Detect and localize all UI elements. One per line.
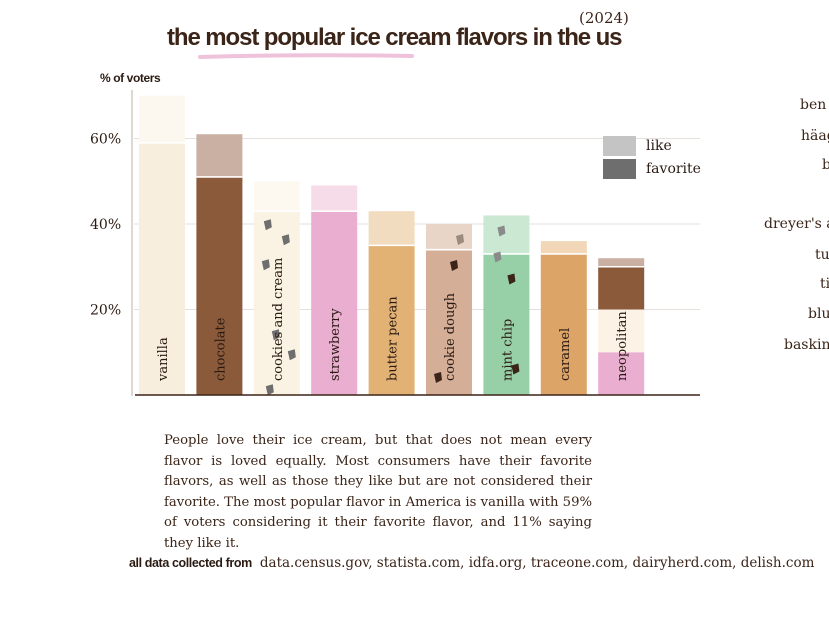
- category-label: cookie dough: [443, 292, 458, 381]
- bar-like: [139, 95, 185, 143]
- legend: like favorite: [603, 134, 701, 180]
- chart: vanilla chocolate cookies and cream strawbe…: [90, 53, 700, 396]
- brand-item: ti: [820, 276, 829, 292]
- y-tick-label: 20%: [90, 303, 121, 319]
- bar-favorite: [426, 249, 472, 395]
- category-label: neopolitan: [615, 311, 630, 381]
- bar-group: caramel: [540, 241, 587, 395]
- bar-favorite: [139, 142, 185, 395]
- chip-decoration: [263, 219, 272, 231]
- brand-item: häag: [801, 128, 829, 144]
- year-label: (2024): [579, 9, 629, 27]
- bar-like: [253, 181, 300, 212]
- chip-decoration: [287, 349, 296, 361]
- bar-favorite-layer: [598, 266, 645, 310]
- description-paragraph: People love their ice cream, but that do…: [164, 433, 592, 551]
- category-label: caramel: [558, 328, 573, 381]
- category-label: vanilla: [156, 337, 171, 382]
- bar-like: [426, 224, 472, 250]
- bar-like: [540, 241, 587, 254]
- y-tick-label: 60%: [90, 132, 121, 148]
- chip-decoration: [271, 329, 280, 341]
- bar-favorite: [253, 211, 300, 395]
- chip-decoration: [265, 384, 274, 396]
- category-label: strawberry: [328, 308, 343, 381]
- bar-group: vanilla: [139, 95, 185, 395]
- chip-decoration: [434, 372, 442, 383]
- chip-decoration: [450, 260, 458, 271]
- chip-decoration: [493, 251, 502, 263]
- chart-title: the most popular ice cream flavors in th…: [167, 24, 623, 51]
- chip-decoration: [261, 259, 270, 271]
- chip-decoration: [281, 234, 290, 246]
- category-label: mint chip: [500, 319, 515, 381]
- bar-group: cookies and cream: [253, 181, 300, 396]
- title-underline: [198, 53, 414, 59]
- bar-group: butter pecan: [368, 211, 415, 395]
- bar-like: [483, 215, 530, 254]
- bar-favorite: [540, 253, 587, 395]
- legend-label-favorite: favorite: [646, 160, 701, 177]
- bar-like: [368, 211, 415, 246]
- brand-item: b: [822, 157, 829, 173]
- brand-item: blu: [808, 306, 829, 322]
- sources-label: all data collected from: [129, 556, 252, 570]
- bar-favorite: [196, 176, 243, 395]
- bar-like: [196, 134, 243, 177]
- bar-favorite-layer: [598, 309, 645, 353]
- bar-group: mint chip: [483, 215, 530, 395]
- chip-decoration: [497, 225, 506, 237]
- legend-item-favorite: favorite: [603, 157, 701, 180]
- bar-favorite-layer: [598, 352, 645, 395]
- legend-item-like: like: [603, 134, 701, 157]
- y-tick-label: 40%: [90, 217, 121, 233]
- legend-swatch-favorite: [603, 158, 636, 179]
- brand-item: tu: [815, 247, 829, 263]
- chip-decoration: [507, 273, 516, 285]
- legend-swatch-like: [603, 135, 636, 156]
- y-axis-label: % of voters: [100, 71, 161, 85]
- bar-group: strawberry: [311, 185, 358, 395]
- brand-item: dreyer's a: [764, 216, 829, 232]
- sources-list: data.census.gov, statista.com, idfa.org,…: [259, 555, 815, 571]
- legend-label-like: like: [646, 137, 672, 154]
- sources-line: all data collected from data.census.gov,…: [129, 552, 814, 571]
- bar-favorite: [368, 245, 415, 395]
- category-label: cookies and cream: [271, 258, 286, 381]
- brand-item: ben: [800, 97, 827, 113]
- bar-favorite: [311, 211, 358, 395]
- brand-item: baskin: [784, 337, 829, 353]
- category-label: chocolate: [213, 317, 228, 381]
- chip-decoration: [511, 363, 520, 375]
- bar-like: [598, 258, 645, 267]
- bar-group: neopolitan: [598, 258, 645, 395]
- bar-like: [311, 185, 358, 212]
- bar-group: cookie dough: [426, 224, 472, 395]
- bar-group: chocolate: [196, 134, 243, 395]
- category-label: butter pecan: [386, 296, 401, 381]
- bar-favorite: [483, 253, 530, 395]
- chip-decoration: [456, 234, 464, 245]
